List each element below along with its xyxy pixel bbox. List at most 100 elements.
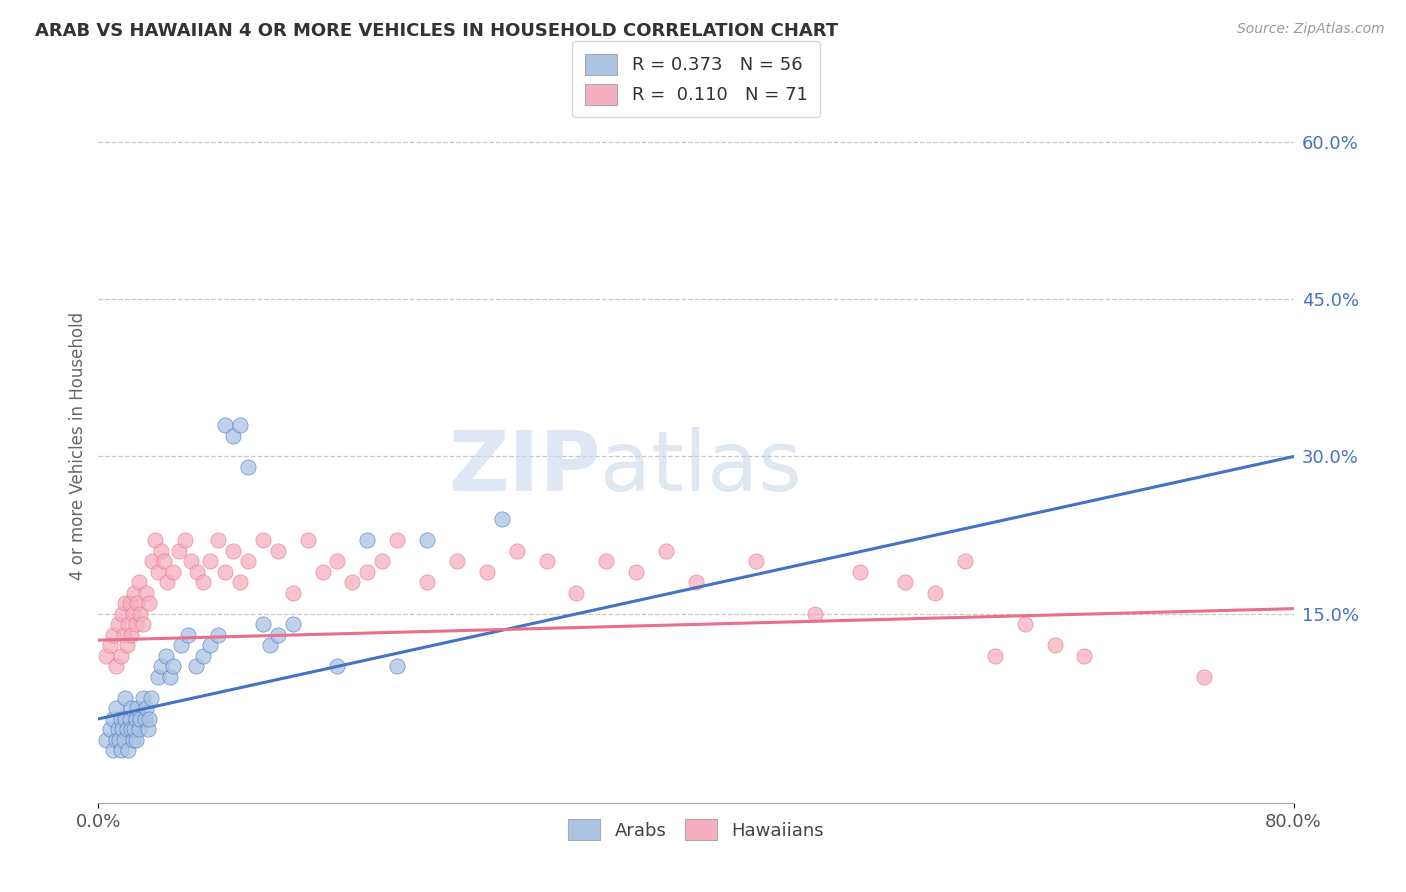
Point [155, 648, 177, 663]
Point [924, 586, 946, 600]
Point [184, 659, 207, 673]
Point [356, 565, 378, 579]
Point [107, 617, 129, 632]
Point [94, 648, 117, 663]
Point [685, 575, 707, 590]
Point [107, 723, 129, 737]
Point [139, 690, 162, 705]
Point [129, 607, 152, 621]
Point [281, 586, 304, 600]
Point [191, 648, 214, 663]
Point [191, 575, 214, 590]
Point [655, 544, 678, 558]
Point [565, 586, 588, 600]
Point [326, 659, 349, 673]
Point [177, 628, 200, 642]
Point [281, 617, 304, 632]
Point [103, 712, 125, 726]
Point [115, 723, 138, 737]
Point [311, 565, 333, 579]
Point [229, 417, 252, 432]
Point [138, 596, 160, 610]
Point [385, 533, 409, 548]
Point [167, 544, 190, 558]
Point [127, 701, 149, 715]
Point [114, 690, 136, 705]
Point [1073, 648, 1095, 663]
Point [125, 732, 148, 747]
Point [110, 712, 132, 726]
Point [416, 575, 439, 590]
Point [150, 659, 173, 673]
Point [371, 554, 394, 568]
Point [236, 554, 259, 568]
Point [267, 628, 290, 642]
Point [229, 575, 252, 590]
Point [124, 586, 146, 600]
Point [297, 533, 319, 548]
Point [105, 701, 128, 715]
Point [117, 617, 139, 632]
Point [200, 554, 222, 568]
Point [186, 565, 208, 579]
Point [111, 607, 134, 621]
Point [135, 701, 157, 715]
Text: atlas: atlas [600, 427, 801, 508]
Text: ZIP: ZIP [449, 427, 600, 508]
Point [111, 723, 134, 737]
Point [953, 554, 976, 568]
Point [148, 670, 170, 684]
Point [252, 617, 274, 632]
Point [626, 565, 648, 579]
Point [128, 575, 150, 590]
Point [112, 732, 135, 747]
Text: Source: ZipAtlas.com: Source: ZipAtlas.com [1237, 22, 1385, 37]
Point [128, 723, 150, 737]
Point [214, 417, 236, 432]
Point [416, 533, 439, 548]
Point [259, 639, 281, 653]
Legend: Arabs, Hawaiians: Arabs, Hawaiians [561, 812, 831, 847]
Point [1192, 670, 1215, 684]
Point [118, 596, 141, 610]
Point [108, 732, 131, 747]
Point [114, 712, 136, 726]
Point [162, 565, 184, 579]
Point [143, 533, 166, 548]
Point [894, 575, 917, 590]
Point [491, 512, 513, 526]
Point [121, 607, 143, 621]
Point [342, 575, 364, 590]
Point [110, 648, 132, 663]
Point [105, 732, 128, 747]
Point [804, 607, 827, 621]
Point [174, 533, 197, 548]
Point [180, 554, 202, 568]
Point [326, 554, 349, 568]
Point [356, 533, 378, 548]
Point [200, 639, 222, 653]
Point [120, 701, 142, 715]
Point [120, 723, 142, 737]
Point [222, 544, 245, 558]
Point [475, 565, 498, 579]
Point [153, 554, 176, 568]
Point [207, 628, 229, 642]
Point [252, 533, 274, 548]
Point [141, 554, 163, 568]
Point [1014, 617, 1036, 632]
Point [267, 544, 290, 558]
Point [132, 690, 155, 705]
Point [98, 639, 122, 653]
Point [148, 565, 170, 579]
Point [207, 533, 229, 548]
Point [745, 554, 768, 568]
Point [127, 596, 149, 610]
Y-axis label: 4 or more Vehicles in Household: 4 or more Vehicles in Household [69, 312, 87, 580]
Text: ARAB VS HAWAIIAN 4 OR MORE VEHICLES IN HOUSEHOLD CORRELATION CHART: ARAB VS HAWAIIAN 4 OR MORE VEHICLES IN H… [35, 22, 838, 40]
Point [169, 639, 191, 653]
Point [121, 732, 143, 747]
Point [120, 628, 142, 642]
Point [236, 460, 259, 475]
Point [125, 712, 148, 726]
